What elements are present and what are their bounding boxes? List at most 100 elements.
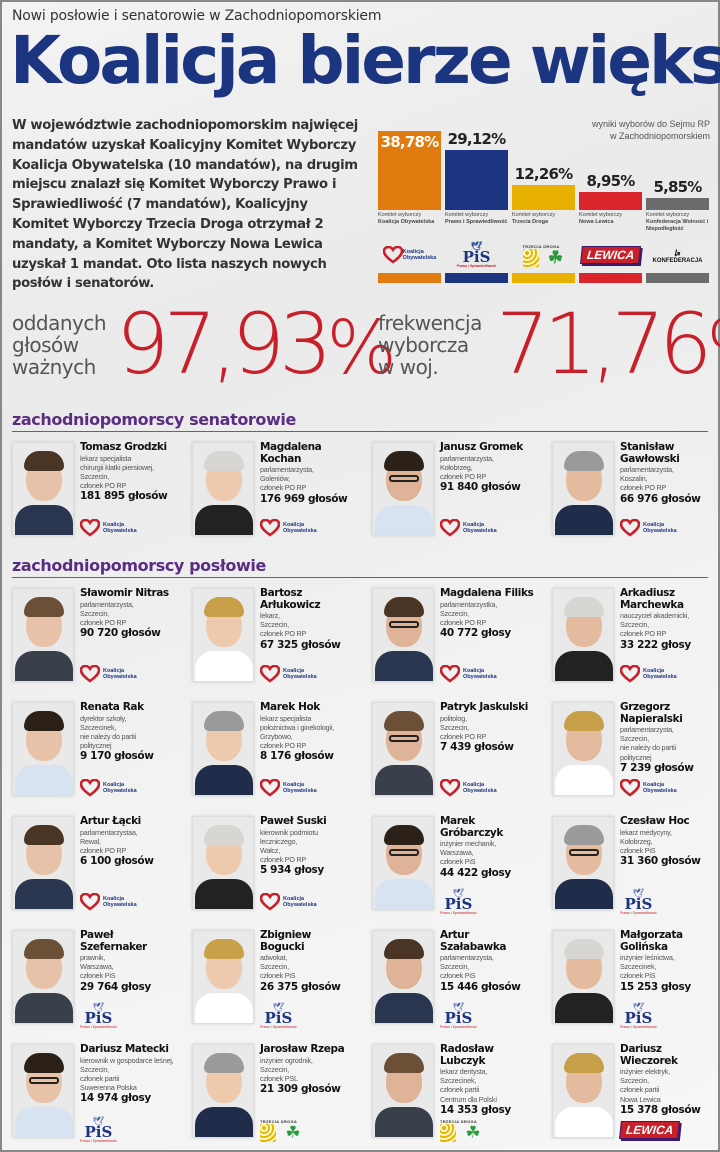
description-line: członek PSL bbox=[260, 1073, 298, 1083]
person-info: Małgorzata Golińska inżynier leśnictwa, Sz… bbox=[620, 929, 716, 994]
bar bbox=[378, 131, 441, 210]
description-line: członek PO RP bbox=[440, 617, 487, 627]
chart-caption-line: w Zachodniopomorskiem bbox=[609, 131, 710, 141]
label-line: oddanych bbox=[12, 311, 107, 335]
person-name: Czesław Hoc bbox=[620, 815, 690, 827]
trzecia-droga-logo: TRZECIA DROGA ☘ bbox=[440, 1118, 481, 1142]
ko-heart-icon bbox=[80, 779, 100, 797]
portrait-photo bbox=[12, 930, 74, 1024]
person-info: Paweł Szefernaker prawnik, Warszawa, człone… bbox=[80, 929, 176, 994]
valid-votes-label: oddanych głosów ważnych bbox=[12, 311, 107, 379]
vote-count: 8 176 głosów bbox=[260, 750, 334, 763]
ko-logo-text: Koalicja Obywatelska bbox=[463, 522, 497, 534]
vote-count: 44 422 głosy bbox=[440, 866, 511, 879]
person-card: Arkadiusz Marchewka nauczyciel akademicki… bbox=[542, 584, 718, 692]
party-logo: 🕊 PiS Prawo i Sprawiedliwość bbox=[440, 1002, 477, 1030]
bar-value: 29,12% bbox=[447, 130, 506, 148]
turnout-label: frekwencja wyborcza w woj. bbox=[378, 312, 482, 378]
bar-value: 38,78% bbox=[380, 133, 439, 151]
description-line: Kołobrzeg, bbox=[440, 462, 473, 472]
portrait-photo bbox=[12, 442, 74, 536]
trzecia-droga-logo: TRZECIA DROGA ☘ bbox=[260, 1118, 301, 1142]
color-strip bbox=[646, 273, 709, 283]
party-logo: Koalicja Obywatelska bbox=[620, 662, 677, 686]
description-line: Szczecin, bbox=[260, 1064, 289, 1074]
description-line: Szczecinek, bbox=[620, 962, 657, 972]
ko-heart-icon bbox=[620, 665, 640, 683]
portrait-photo bbox=[552, 442, 614, 536]
bar-column: 8,95% Komitet wyborczy Nowa Lewica bbox=[579, 172, 642, 225]
person-info: Dariusz Matecki kierownik w gospodarce le… bbox=[80, 1043, 176, 1105]
pis-logo: 🕊 PiS Prawo i Sprawiedliwość bbox=[260, 1002, 297, 1030]
person-name: Zbigniew Bogucki bbox=[260, 929, 311, 953]
description-line: Szczecin, bbox=[80, 608, 109, 618]
party-logo: LEWICA bbox=[619, 1118, 681, 1142]
description-line: członek PiS bbox=[440, 857, 476, 867]
person-card: Małgorzata Golińska inżynier leśnictwa, Sz… bbox=[542, 926, 718, 1034]
description-line: Suwerenna Polska bbox=[80, 1083, 137, 1093]
lead-paragraph: W województwie zachodniopomorskim najwię… bbox=[12, 118, 358, 292]
person-name: Sławomir Nitras bbox=[80, 587, 169, 599]
ko-heart-icon bbox=[620, 779, 640, 797]
description-line: kierownik w gospodarce leśnej, bbox=[80, 1055, 174, 1065]
ko-logo-text: Koalicja Obywatelska bbox=[103, 782, 137, 794]
description-line: politycznej bbox=[80, 741, 112, 751]
portrait-photo bbox=[192, 702, 254, 796]
bar-column: 29,12% Komitet wyborczy Prawo i Sprawiedli… bbox=[445, 130, 508, 225]
label-line: wyborcza bbox=[378, 333, 469, 357]
bar-value: 12,26% bbox=[514, 165, 573, 183]
person-description: prawnik, Warszawa, członek PiS bbox=[80, 953, 176, 981]
eagle-icon: 🕊 bbox=[452, 888, 465, 898]
description-line: parlamentarzysta, bbox=[260, 465, 314, 474]
election-results-chart: wyniki wyborów do Sejmu RP w Zachodniopo… bbox=[376, 112, 716, 287]
description-line: adwokat, bbox=[260, 953, 288, 962]
vote-count: 26 375 głosów bbox=[260, 980, 341, 993]
person-name: Jarosław Rzepa bbox=[260, 1043, 345, 1055]
person-name: Dariusz Wieczorek bbox=[620, 1043, 678, 1067]
portrait-photo bbox=[552, 588, 614, 682]
ko-heart-icon bbox=[620, 519, 640, 537]
portrait-photo bbox=[192, 930, 254, 1024]
person-description: parlamentarzysta, Kołobrzeg, członek PO RP bbox=[440, 454, 536, 482]
description-line: członek PO RP bbox=[260, 483, 307, 493]
person-info: Radosław Lubczyk lekarz dentysta, Szczecin… bbox=[440, 1043, 536, 1117]
portrait-photo bbox=[192, 1044, 254, 1138]
description-line: inżynier mechanik, bbox=[440, 839, 496, 848]
eagle-icon: 🕊 bbox=[632, 1002, 645, 1012]
person-description: parlamentarzystaa, Rewal, członek PO RP bbox=[80, 828, 176, 856]
person-info: Jarosław Rzepa inżynier ogrodnik, Szczecin… bbox=[260, 1043, 356, 1096]
ko-logo-text: Koalicja Obywatelska bbox=[643, 522, 677, 534]
description-line: parlamentarzysta, bbox=[440, 453, 494, 463]
person-info: Magdalena Kochan parlamentarzysta, Golenió… bbox=[260, 441, 356, 506]
person-description: dyrektor szkoły, Szczecinek, nie należy do… bbox=[80, 714, 176, 751]
description-line: inżynier leśnictwa, bbox=[620, 953, 675, 962]
person-description: inżynier ogrodnik, Szczecin, członek PSL bbox=[260, 1056, 356, 1084]
pis-logo: 🕊 PiS Prawo i Sprawiedliwość bbox=[440, 1002, 477, 1030]
description-line: Warszawa, bbox=[80, 962, 114, 972]
label-line: ważnych bbox=[12, 355, 96, 379]
person-card: Zbigniew Bogucki adwokat, Szczecin, członek… bbox=[182, 926, 358, 1034]
description-line: Koszalin, bbox=[620, 474, 648, 484]
description-line: politycznej bbox=[620, 752, 652, 762]
person-card: Sławomir Nitras parlamentarzysta, Szczecin… bbox=[2, 584, 178, 692]
vote-count: 14 974 głosy bbox=[80, 1092, 151, 1105]
description-line: lekarz dentysta, bbox=[440, 1067, 488, 1076]
person-name: Patryk Jaskulski bbox=[440, 701, 528, 713]
ko-logo-text: Koalicja Obywatelska bbox=[103, 896, 137, 908]
description-line: inżynier elektryk, bbox=[620, 1067, 670, 1076]
description-line: inżynier ogrodnik, bbox=[260, 1055, 313, 1065]
ko-heart-icon bbox=[260, 519, 280, 537]
portrait-photo bbox=[552, 930, 614, 1024]
description-line: parlamentarzysta, bbox=[440, 953, 494, 962]
portrait-photo bbox=[552, 1044, 614, 1138]
person-description: nauczyciel akademicki, Szczecin, członek P… bbox=[620, 611, 716, 639]
person-card: Grzegorz Napieralski parlamentarzysta, Szc… bbox=[542, 698, 718, 806]
description-line: Goleniów, bbox=[260, 474, 290, 484]
person-description: politolog, Szczecin, członek PO RP bbox=[440, 714, 536, 742]
vote-count: 67 325 głosów bbox=[260, 638, 341, 651]
portrait-photo bbox=[192, 588, 254, 682]
person-description: lekarz specjalista chirurgii klatki piers… bbox=[80, 454, 176, 491]
person-info: Arkadiusz Marchewka nauczyciel akademicki… bbox=[620, 587, 716, 652]
description-line: Szczecin, bbox=[620, 734, 649, 744]
bar-column: 38,78% Komitet wyborczy Koalicja Obywatels… bbox=[378, 131, 441, 225]
